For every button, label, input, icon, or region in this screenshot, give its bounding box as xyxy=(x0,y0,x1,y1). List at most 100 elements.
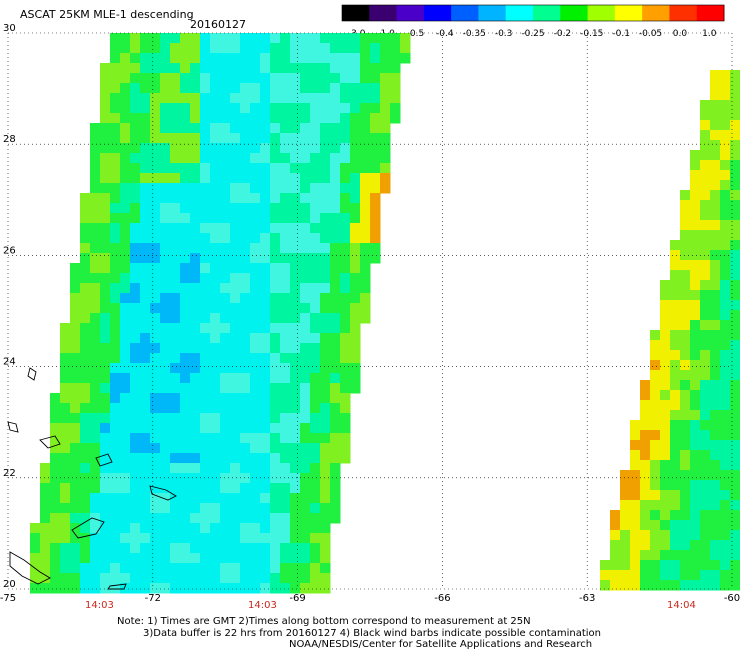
colorbar-segment xyxy=(505,5,534,21)
swath-cell xyxy=(340,223,351,234)
swath-cell xyxy=(210,253,221,264)
swath-cell xyxy=(200,83,211,94)
swath-cell xyxy=(270,273,281,284)
swath-cell xyxy=(300,323,311,334)
swath-cell xyxy=(210,303,221,314)
swath-cell xyxy=(160,83,171,94)
swath-cell xyxy=(290,283,301,294)
swath-cell xyxy=(100,353,111,364)
swath-cell xyxy=(120,543,131,554)
swath-cell xyxy=(350,173,361,184)
swath-cell xyxy=(650,540,661,551)
swath-cell xyxy=(240,123,251,134)
swath-cell xyxy=(660,380,671,391)
swath-cell xyxy=(200,563,211,574)
swath-cell xyxy=(110,363,121,374)
swath-cell xyxy=(690,260,701,271)
swath-cell xyxy=(230,413,241,424)
swath-cell xyxy=(670,250,681,261)
swath-cell xyxy=(710,130,721,141)
swath-cell xyxy=(680,550,691,561)
swath-cell xyxy=(240,283,251,294)
swath-cell xyxy=(140,33,151,44)
swath-cell xyxy=(150,143,161,154)
swath-cell xyxy=(190,123,201,134)
swath-cell xyxy=(200,243,211,254)
swath-cell xyxy=(170,323,181,334)
swath-cell xyxy=(80,233,91,244)
swath-cell xyxy=(630,500,641,511)
swath-cell xyxy=(680,540,691,551)
swath-cell xyxy=(220,163,231,174)
swath-cell xyxy=(50,393,61,404)
swath-cell xyxy=(150,233,161,244)
swath-cell xyxy=(110,263,121,274)
swath-cell xyxy=(250,573,261,584)
swath-cell xyxy=(190,203,201,214)
swath-cell xyxy=(640,450,651,461)
swath-cell xyxy=(250,323,261,334)
swath-cell xyxy=(700,430,711,441)
swath-cell xyxy=(310,383,321,394)
swath-cell xyxy=(170,183,181,194)
swath-cell xyxy=(730,140,740,151)
swath-cell xyxy=(280,503,291,514)
swath-cell xyxy=(130,543,141,554)
swath-cell xyxy=(650,530,661,541)
swath-cell xyxy=(220,263,231,274)
swath-cell xyxy=(90,293,101,304)
swath-cell xyxy=(370,163,381,174)
swath-cell xyxy=(640,410,651,421)
swath-cell xyxy=(650,370,661,381)
swath-cell xyxy=(170,273,181,284)
swath-cell xyxy=(60,443,71,454)
swath-cell xyxy=(270,333,281,344)
swath-cell xyxy=(40,493,51,504)
swath-cell xyxy=(190,133,201,144)
swath-cell xyxy=(320,563,331,574)
swath-cell xyxy=(280,353,291,364)
swath-cell xyxy=(130,103,141,114)
swath-cell xyxy=(730,340,740,351)
swath-cell xyxy=(330,353,341,364)
swath-cell xyxy=(710,260,721,271)
swath-cell xyxy=(230,73,241,84)
swath-cell xyxy=(310,503,321,514)
swath-cell xyxy=(330,393,341,404)
swath-cell xyxy=(170,393,181,404)
swath-cell xyxy=(280,423,291,434)
swath-cell xyxy=(110,273,121,284)
swath-cell xyxy=(190,533,201,544)
swath-cell xyxy=(330,213,341,224)
swath-cell xyxy=(710,570,721,581)
swath-cell xyxy=(100,583,111,594)
swath-cell xyxy=(310,303,321,314)
swath-cell xyxy=(630,560,641,571)
swath-cell xyxy=(690,290,701,301)
swath-cell xyxy=(700,320,711,331)
swath-cell xyxy=(300,193,311,204)
swath-cell xyxy=(290,423,301,434)
swath-cell xyxy=(340,233,351,244)
swath-cell xyxy=(220,463,231,474)
swath-cell xyxy=(210,263,221,274)
swath-cell xyxy=(120,583,131,594)
swath-cell xyxy=(700,560,711,571)
swath-cell xyxy=(270,263,281,274)
swath-cell xyxy=(180,483,191,494)
swath-cell xyxy=(130,113,141,124)
swath-cell xyxy=(660,350,671,361)
swath-cell xyxy=(210,553,221,564)
swath-cell xyxy=(160,63,171,74)
swath-cell xyxy=(720,130,731,141)
swath-cell xyxy=(710,320,721,331)
swath-cell xyxy=(130,553,141,564)
swath-cell xyxy=(60,343,71,354)
swath-cell xyxy=(210,43,221,54)
swath-cell xyxy=(140,363,151,374)
swath-cell xyxy=(350,203,361,214)
swath-cell xyxy=(300,423,311,434)
latitude-tick-label: 26 xyxy=(3,245,16,256)
swath-cell xyxy=(220,573,231,584)
swath-cell xyxy=(710,380,721,391)
